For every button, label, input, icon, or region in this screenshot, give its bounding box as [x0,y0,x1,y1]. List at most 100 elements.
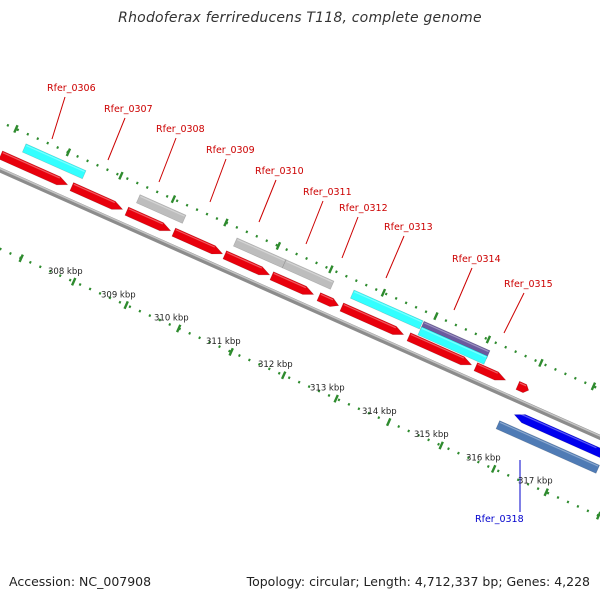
gene-highlight [343,304,397,329]
outer-tick-dot [354,279,358,283]
inner-tick-dot [287,376,291,380]
inner-tick-dot [108,296,112,300]
length-value: 4,712,337 bp [414,574,499,589]
outer-tick-dot [115,172,119,176]
outer-tick-dot [215,217,219,221]
gene-block-red[interactable] [473,362,507,381]
inner-tick-dot [158,318,162,322]
gene-block-red[interactable] [515,380,530,394]
gene-label-rfer_0310[interactable]: Rfer_0310 [255,166,304,177]
gene-features [0,143,600,474]
outer-tick-dot [285,248,289,252]
gene-block-red[interactable] [124,206,172,232]
gene-label-rfer_0307[interactable]: Rfer_0307 [104,104,153,115]
callout-line [51,96,66,140]
inner-tick-dot [78,283,82,287]
gene-block-red[interactable] [171,227,224,255]
gene-highlight [424,322,489,353]
gene-label-rfer_0306[interactable]: Rfer_0306 [47,83,96,94]
callout-line [453,267,473,311]
major-tick [433,311,439,321]
outer-tick-dot [474,332,478,336]
callout-line [503,292,525,334]
gene-block-red[interactable] [222,250,271,276]
major-tick [590,382,597,391]
outer-tick-dot [544,363,547,367]
scale-label: 313 kbp [310,384,345,394]
major-tick [275,241,282,251]
gene-block-red[interactable] [69,182,124,210]
accession-label: Accession: [9,574,76,589]
gene-label-rfer_0318[interactable]: Rfer_0318 [475,514,524,525]
gene-block-cyan[interactable] [22,143,87,180]
inner-tick-dot [397,425,401,429]
scale-label: 317 kbp [518,477,553,487]
gene-highlight [237,239,285,262]
gene-block-red[interactable] [316,292,340,307]
outer-tick-dot [96,163,99,167]
gene-block-blue[interactable] [513,414,600,459]
gene-label-rfer_0308[interactable]: Rfer_0308 [156,124,205,135]
gene-callouts: Rfer_0306Rfer_0307Rfer_0308Rfer_0309Rfer… [47,83,553,525]
major-tick [538,358,544,368]
inner-tick-dot [417,433,421,437]
outer-tick-dot [76,154,79,158]
outer-tick-dot [295,252,298,256]
inner-tick-dot [357,407,361,411]
gene-highlight [519,382,527,387]
gene-label-rfer_0313[interactable]: Rfer_0313 [384,222,433,233]
scale-label: 312 kbp [258,360,293,370]
major-tick [490,464,497,474]
major-tick [13,124,19,134]
gene-highlight [286,260,333,283]
major-tick [65,148,72,157]
inner-tick-dot [447,447,450,451]
outer-tick-dot [464,327,468,331]
inner-tick-dot [556,496,560,500]
gene-block-red[interactable] [269,271,315,295]
gene-highlight [26,145,85,173]
outer-tick-dot [484,336,488,340]
outer-tick-dot [424,310,428,314]
gene-label-rfer_0311[interactable]: Rfer_0311 [303,187,352,198]
inner-tick-dot [427,438,430,442]
inner-tick-dot [148,314,152,318]
gene-block-gray[interactable] [282,259,335,290]
outer-tick-dot [454,323,458,327]
inner-tick-dot [347,402,351,406]
inner-tick-dot [297,380,301,384]
inner-tick-dot [476,460,480,464]
outer-tick-dot [573,376,577,380]
gene-label-rfer_0315[interactable]: Rfer_0315 [504,279,553,290]
major-tick [438,441,444,450]
outer-tick-dot [155,190,159,194]
gene-label-rfer_0312[interactable]: Rfer_0312 [339,203,388,214]
outer-tick-dot [364,283,368,287]
inner-tick-dot [377,416,381,420]
callout-line [341,216,359,259]
scale-label: 316 kbp [466,453,501,463]
gene-block-steel[interactable] [495,420,600,474]
gene-block-cyan[interactable] [350,289,424,330]
gene-highlight [320,293,334,301]
inner-tick-dot [367,411,371,415]
outer-tick-track [6,123,597,391]
gene-block-cyan[interactable] [417,326,488,365]
outer-tick-dot [563,372,567,376]
major-tick [543,488,549,497]
scale-label: 309 kbp [101,290,136,300]
gene-block-red[interactable] [0,150,69,186]
gene-label-rfer_0309[interactable]: Rfer_0309 [206,145,255,156]
inner-tick-dot [68,278,72,282]
gene-label-rfer_0314[interactable]: Rfer_0314 [452,254,501,265]
inner-tick-dot [536,487,540,491]
gene-highlight [410,333,465,359]
gene-highlight [175,229,216,248]
inner-tick-dot [267,367,271,371]
genes-value: 4,228 [554,574,590,589]
gene-block-red[interactable] [339,302,405,335]
separator: ; [355,574,364,589]
gene-block-gray[interactable] [136,194,187,224]
gene-block-red[interactable] [406,332,473,366]
